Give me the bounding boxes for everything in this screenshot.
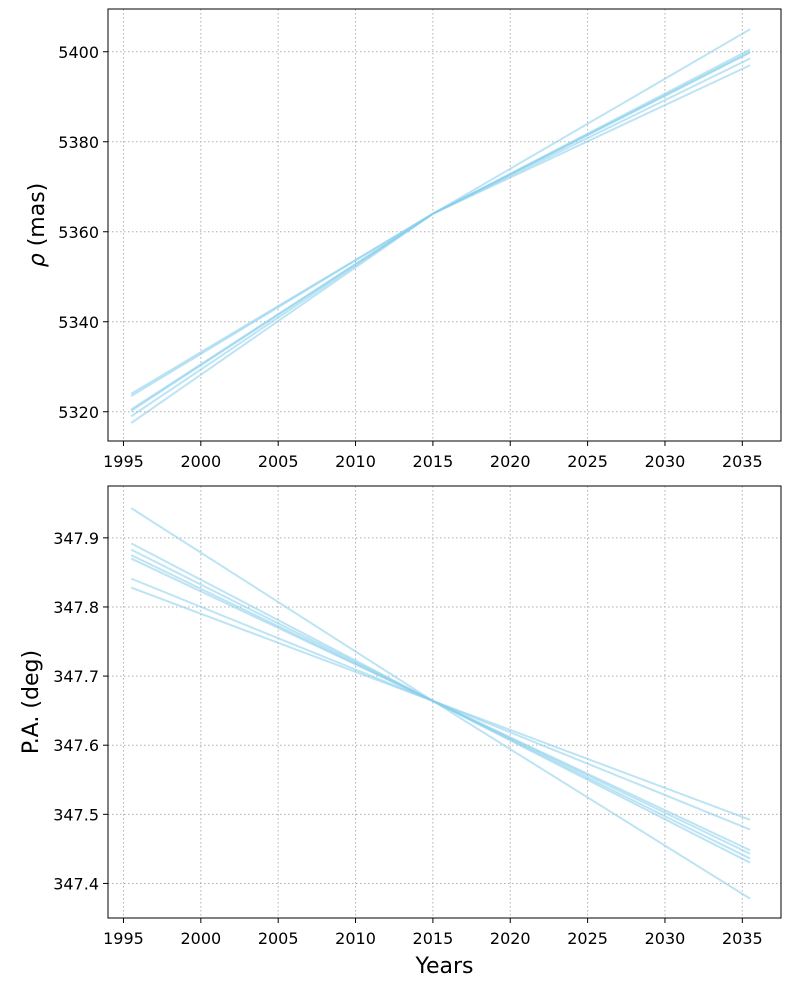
pa-x-tick-label: 2025: [567, 929, 608, 948]
pa-y-tick-label: 347.6: [53, 736, 99, 755]
rho-x-tick-label: 2010: [335, 452, 376, 471]
rho-x-tick-label: 2030: [645, 452, 686, 471]
rho-y-axis-label: ρ (mas): [25, 183, 50, 268]
pa-x-tick-label: 2015: [413, 929, 454, 948]
rho-y-tick-label: 5320: [58, 403, 99, 422]
rho-y-tick-label: 5400: [58, 43, 99, 62]
rho-x-tick-label: 1995: [103, 452, 144, 471]
pa-x-tick-label: 2035: [722, 929, 763, 948]
rho-unit: (mas): [25, 183, 50, 254]
rho-series-group: [130, 28, 751, 424]
pa-x-axis-label: Years: [414, 954, 473, 979]
pa-grid: [108, 486, 781, 918]
rho-x-tick-label: 2000: [180, 452, 221, 471]
pa-series-group: [130, 507, 751, 900]
rho-y-tick-label: 5340: [58, 313, 99, 332]
pa-plot-frame: [107, 485, 782, 919]
pa-x-tick-label: 2010: [335, 929, 376, 948]
rho-x-tick-label: 2005: [258, 452, 299, 471]
rho-y-tick-label: 5380: [58, 133, 99, 152]
pa-y-tick-label: 347.7: [53, 667, 99, 686]
rho-x-tick-label: 2015: [413, 452, 454, 471]
pa-x-tick-label: 2020: [490, 929, 531, 948]
rho-x-tick-label: 2020: [490, 452, 531, 471]
pa-y-tick-label: 347.5: [53, 805, 99, 824]
rho-plot-frame: [107, 8, 782, 442]
rho-ticks: 1995 2000 2005 2010 2015 2020 2025 2030 2035 5320…: [58, 43, 762, 471]
pa-x-tick-label: 1995: [103, 929, 144, 948]
pa-ticks: 1995 2000 2005 2010 2015 2020 2025 2030 2035 347.…: [53, 529, 762, 948]
rho-panel: 1995 2000 2005 2010 2015 2020 2025 2030 2035 5320…: [25, 8, 782, 471]
pa-y-tick-label: 347.4: [53, 874, 99, 893]
pa-y-axis-label: P.A. (deg): [19, 650, 44, 754]
rho-grid: [108, 9, 781, 441]
pa-series-line-7: [130, 586, 751, 821]
rho-series-line-5: [130, 57, 751, 418]
rho-x-tick-label: 2035: [722, 452, 763, 471]
pa-x-tick-label: 2030: [645, 929, 686, 948]
pa-x-tick-label: 2000: [180, 929, 221, 948]
pa-y-tick-label: 347.8: [53, 598, 99, 617]
pa-y-tick-label: 347.9: [53, 529, 99, 548]
rho-y-tick-label: 5360: [58, 223, 99, 242]
rho-series-line-6: [130, 64, 751, 424]
pa-x-tick-label: 2005: [258, 929, 299, 948]
pa-panel: 1995 2000 2005 2010 2015 2020 2025 2030 2035 347.…: [19, 485, 782, 979]
rho-x-tick-label: 2025: [567, 452, 608, 471]
rho-symbol: ρ: [25, 253, 50, 267]
